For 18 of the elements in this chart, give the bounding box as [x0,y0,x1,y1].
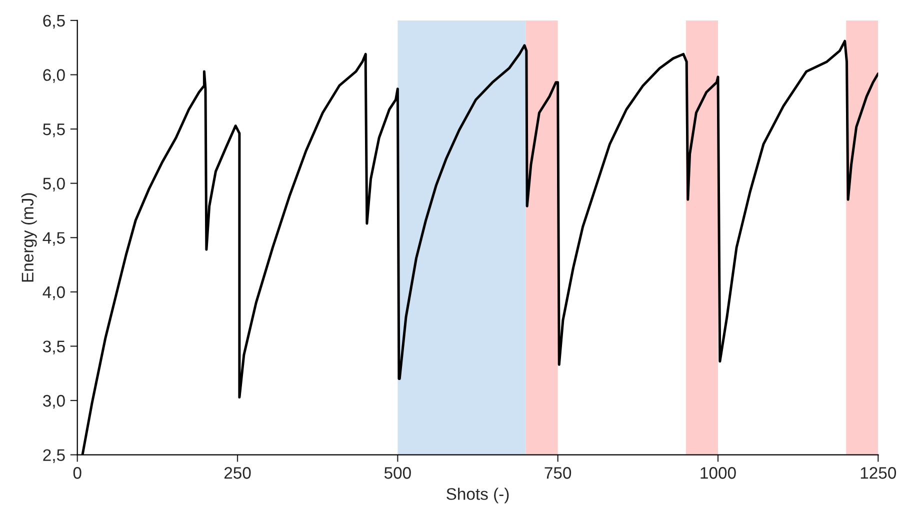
x-tick-label: 750 [544,467,572,479]
y-tick-label: 6,5 [43,14,65,29]
y-tick-label: 3,0 [43,394,65,409]
line-series [81,40,878,455]
x-axis-title: Shots (-) [446,488,509,504]
x-tick-label: 0 [73,467,82,479]
x-tick-label: 500 [384,467,411,479]
y-tick-label: 5,5 [43,124,65,138]
y-tick-label: 5,0 [43,178,65,192]
y-tick-label: 3,5 [43,340,65,354]
y-tick-label: 2,5 [43,449,65,463]
x-tick-label: 1000 [700,467,736,479]
x-tick-label: 250 [224,467,251,479]
y-tick-label: 6,0 [43,69,65,83]
y-axis-title: Energy (mJ) [21,193,37,282]
y-tick-label: 4,0 [42,286,65,300]
y-tick-label: 4,5 [42,232,65,246]
x-tick-label: 1250 [860,467,896,479]
